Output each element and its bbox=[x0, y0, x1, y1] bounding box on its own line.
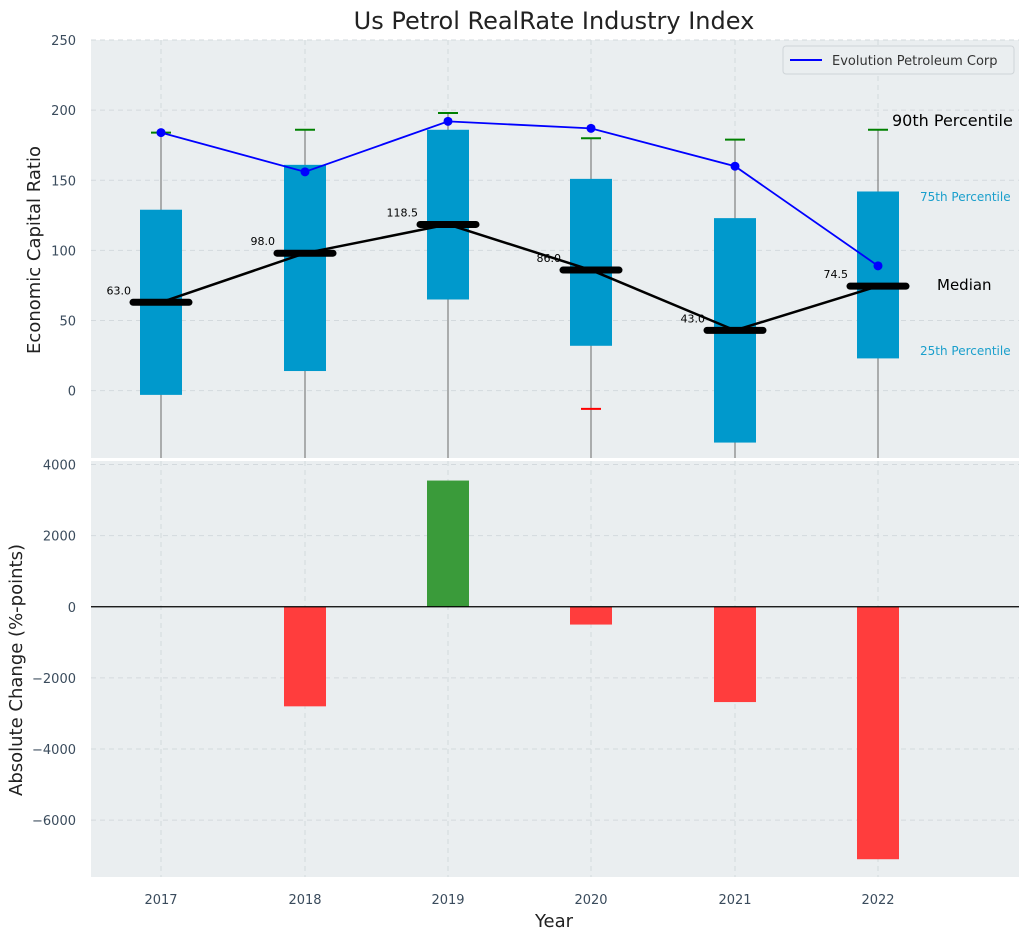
chart-title: Us Petrol RealRate Industry Index bbox=[354, 7, 755, 35]
median-value-label: 86.0 bbox=[537, 252, 562, 265]
x-tick-label: 2020 bbox=[574, 893, 607, 908]
annotation-median: Median bbox=[937, 276, 992, 294]
change-bar bbox=[857, 606, 899, 860]
legend-box bbox=[782, 45, 1015, 75]
x-tick-label: 2022 bbox=[861, 893, 894, 908]
top-y-tick-label: 0 bbox=[68, 385, 76, 400]
annotation-90th-percentile: 90th Percentile bbox=[892, 111, 1013, 130]
box-iqr bbox=[570, 178, 612, 346]
top-y-axis-label: Economic Capital Ratio bbox=[24, 146, 45, 354]
bottom-y-tick-label: −2000 bbox=[32, 672, 76, 687]
x-axis-label: Year bbox=[534, 911, 574, 932]
median-value-label: 43.0 bbox=[681, 312, 706, 325]
change-bar bbox=[284, 606, 326, 707]
bottom-plot: −6000 −4000 −2000 0 2000 4000 2017 2018 2019 2020… bbox=[32, 459, 1019, 908]
legend: Evolution Petroleum Corp bbox=[782, 45, 1015, 75]
company-point bbox=[873, 261, 883, 271]
change-bar bbox=[570, 606, 612, 625]
box-iqr bbox=[284, 164, 326, 372]
x-tick-label: 2017 bbox=[144, 893, 177, 908]
median-value-label: 74.5 bbox=[824, 268, 849, 281]
annotation-25th-percentile: 25th Percentile bbox=[920, 344, 1011, 358]
bottom-y-tick-label: 2000 bbox=[43, 530, 76, 545]
change-bar bbox=[714, 606, 756, 703]
legend-label-company: Evolution Petroleum Corp bbox=[832, 54, 998, 69]
median-line bbox=[160, 223, 879, 332]
top-y-tick-label: 200 bbox=[51, 104, 76, 119]
change-bar bbox=[427, 480, 469, 607]
company-point bbox=[730, 161, 740, 171]
median-value-label: 118.5 bbox=[387, 206, 419, 219]
company-point bbox=[586, 123, 596, 133]
company-point bbox=[156, 128, 166, 138]
bottom-y-axis-label: Absolute Change (%-points) bbox=[6, 544, 27, 796]
company-line bbox=[160, 120, 879, 267]
top-y-tick-label: 250 bbox=[51, 34, 76, 49]
top-y-tick-label: 150 bbox=[51, 174, 76, 189]
x-tick-label: 2019 bbox=[431, 893, 464, 908]
annotation-75th-percentile: 75th Percentile bbox=[920, 190, 1011, 204]
bottom-y-tick-label: 0 bbox=[68, 601, 76, 616]
median-value-label: 98.0 bbox=[251, 235, 276, 248]
company-point bbox=[300, 167, 310, 177]
box-iqr bbox=[857, 191, 899, 359]
bottom-y-tick-label: −4000 bbox=[32, 743, 76, 758]
bottom-y-tick-label: −6000 bbox=[32, 814, 76, 829]
median-value-label: 63.0 bbox=[107, 284, 132, 297]
box-iqr bbox=[427, 129, 469, 300]
x-tick-label: 2018 bbox=[288, 893, 321, 908]
top-y-tick-label: 50 bbox=[59, 315, 76, 330]
bottom-y-tick-label: 4000 bbox=[43, 459, 76, 474]
top-plot: 0 50 100 150 200 250 63.0 98.0 118.5 86.0 43.0 74.5 bbox=[51, 34, 910, 458]
x-tick-label: 2021 bbox=[718, 893, 751, 908]
company-point bbox=[443, 116, 453, 126]
top-y-tick-label: 100 bbox=[51, 244, 76, 259]
